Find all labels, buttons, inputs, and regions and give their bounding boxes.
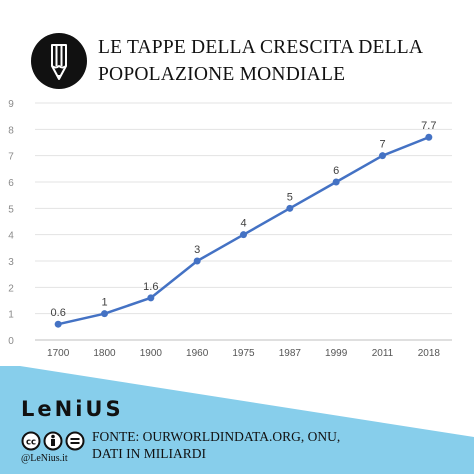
y-tick-label: 1 (8, 310, 14, 321)
y-axis-ticks: 0 1 2 3 4 5 6 7 8 9 (8, 99, 14, 347)
series-line-group (54, 133, 433, 328)
data-point (193, 257, 201, 265)
x-tick-label: 1800 (93, 348, 116, 359)
y-tick-label: 9 (8, 99, 14, 110)
line-chart: 0 1 2 3 4 5 6 7 8 9 1700 1800 1900 1960 1975 1987 1999 2… (8, 99, 452, 359)
logo (31, 33, 87, 89)
data-labels: 0.6 1 1.6 3 4 5 6 7 7.7 (51, 120, 437, 319)
svg-text:cc: cc (26, 438, 36, 448)
data-label: 4 (240, 218, 246, 230)
social-handle: @LeNius.it (21, 453, 68, 464)
pencil-icon (51, 44, 67, 80)
data-label: 7 (379, 139, 385, 151)
brand-logo: LeNiUS (21, 397, 124, 421)
data-point (425, 133, 433, 141)
data-point (286, 204, 294, 212)
chart-title-line-2: POPOLAZIONE MONDIALE (98, 64, 346, 85)
y-tick-label: 6 (8, 178, 14, 189)
source-line-2: DATI IN MILIARDI (92, 446, 206, 461)
x-tick-label: 2011 (372, 348, 394, 359)
y-tick-label: 3 (8, 257, 14, 268)
source-line-1: FONTE: OURWORLDINDATA.ORG, ONU, (92, 429, 341, 444)
x-tick-label: 1960 (186, 348, 209, 359)
y-tick-label: 5 (8, 204, 14, 215)
x-tick-label: 1999 (325, 348, 348, 359)
x-tick-label: 1975 (232, 348, 255, 359)
x-tick-label: 1700 (47, 348, 70, 359)
data-label: 1 (101, 297, 107, 309)
x-axis-ticks: 1700 1800 1900 1960 1975 1987 1999 2011 2018 (47, 348, 440, 359)
x-tick-label: 1987 (279, 348, 302, 359)
source-note: FONTE: OURWORLDINDATA.ORG, ONU, DATI IN … (92, 428, 352, 462)
y-tick-label: 7 (8, 152, 14, 163)
data-point (240, 231, 247, 239)
chart-title-line-1: LE TAPPE DELLA CRESCITA DELLA (98, 37, 424, 58)
y-tick-label: 0 (8, 336, 14, 347)
y-tick-label: 4 (8, 231, 14, 242)
data-label: 5 (287, 191, 293, 203)
chart-header: LE TAPPE DELLA CRESCITA DELLA POPOLAZION… (0, 0, 474, 95)
y-tick-label: 8 (8, 125, 14, 136)
creative-commons-by-nd-icon: cc (21, 431, 85, 451)
data-label: 0.6 (51, 307, 66, 319)
data-point (147, 294, 155, 302)
data-label: 3 (194, 244, 200, 256)
data-point (54, 320, 62, 328)
chart-title: LE TAPPE DELLA CRESCITA DELLA POPOLAZION… (98, 34, 458, 88)
x-tick-label: 1900 (140, 348, 163, 359)
data-label: 7.7 (421, 120, 436, 132)
data-point (101, 310, 108, 318)
data-point (332, 178, 340, 186)
x-tick-label: 2018 (418, 348, 441, 359)
data-point (379, 152, 386, 160)
y-tick-label: 2 (8, 283, 14, 294)
data-label: 1.6 (143, 281, 158, 293)
data-label: 6 (333, 165, 339, 177)
